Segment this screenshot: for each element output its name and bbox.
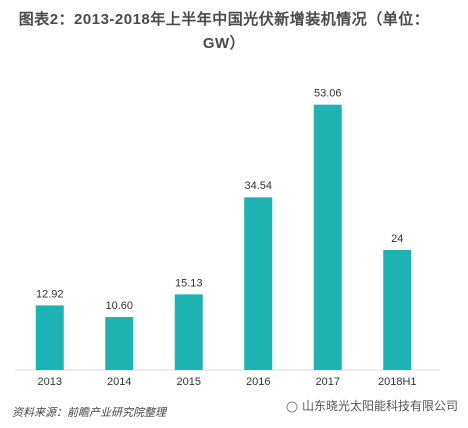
chart-title: 图表2：2013-2018年上半年中国光伏新增装机情况（单位：GW）	[18, 11, 430, 52]
x-tick-label: 2018H1	[378, 376, 417, 388]
bar	[35, 305, 64, 370]
data-label: 34.54	[244, 180, 272, 192]
bar	[313, 104, 342, 370]
bar	[383, 250, 412, 370]
data-label: 15.13	[175, 277, 203, 289]
x-tick-label: 2015	[177, 376, 201, 388]
x-tick-label: 2016	[246, 376, 270, 388]
data-label: 53.06	[314, 88, 342, 100]
watermark-icon	[286, 401, 298, 413]
x-tick-label: 2013	[38, 376, 62, 388]
bar	[105, 317, 134, 370]
x-tick-label: 2014	[107, 376, 131, 388]
watermark: 山东晓光太阳能科技有限公司	[302, 398, 458, 413]
bar	[244, 197, 273, 370]
data-label: 24	[391, 233, 403, 245]
source-note: 资料来源：前瞻产业研究院整理	[12, 406, 168, 419]
bar	[174, 294, 203, 370]
data-label: 10.60	[105, 300, 133, 312]
x-tick-label: 2017	[316, 376, 340, 388]
data-label: 12.92	[36, 288, 64, 300]
